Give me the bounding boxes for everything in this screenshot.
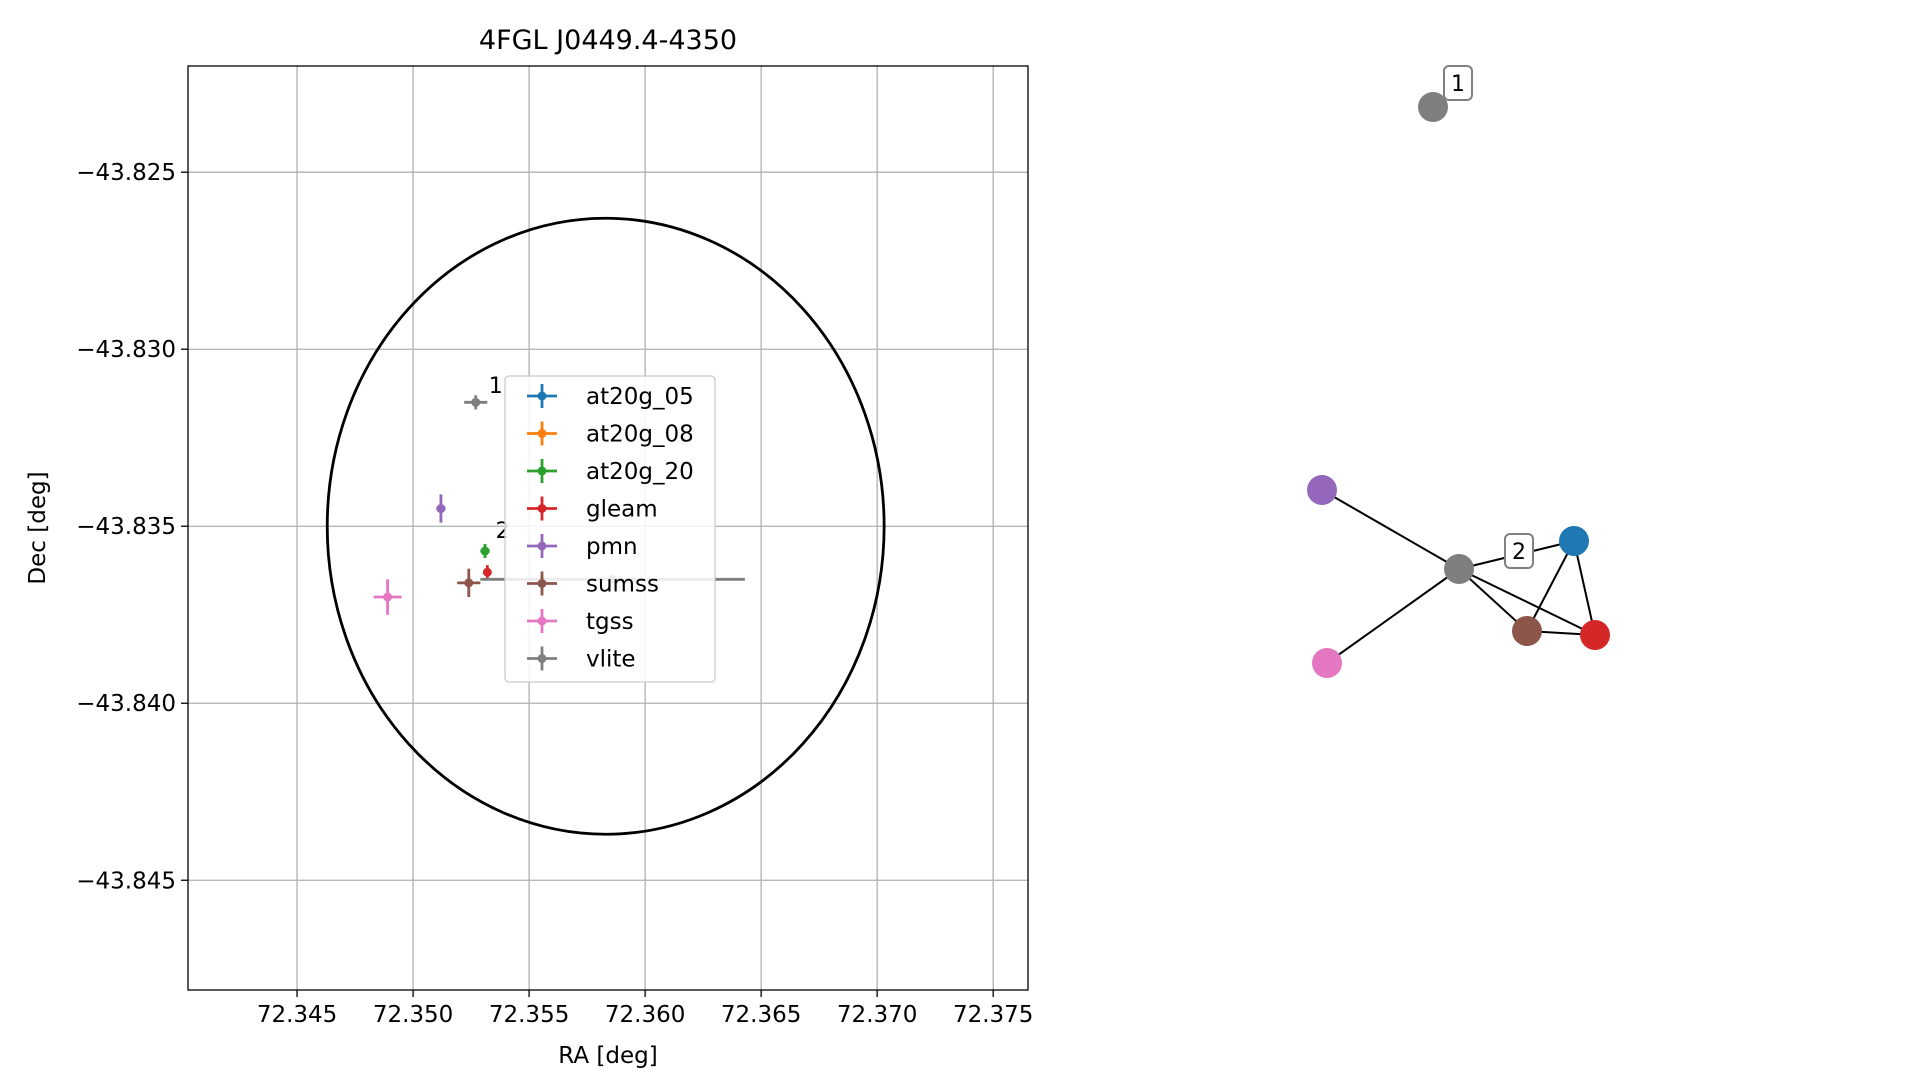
legend-label: pmn — [586, 534, 638, 560]
legend-entry: at20g_08 — [527, 421, 694, 448]
network-node-gleam — [1580, 620, 1610, 650]
x-tick-label: 72.375 — [953, 1002, 1033, 1028]
network-node-pmn — [1307, 475, 1337, 505]
localization-ellipse — [325, 216, 886, 836]
network-edge — [1573, 540, 1596, 636]
y-axis-ticks: −43.825 −43.830 −43.835 −43.840 −43.845 — [76, 160, 188, 894]
sumss-point — [457, 568, 481, 598]
at20g_20-marker — [480, 546, 490, 556]
legend-swatch-marker — [537, 616, 547, 626]
legend-swatch-marker — [537, 391, 547, 401]
network-node-tgss — [1312, 648, 1342, 678]
tgss-point — [373, 579, 402, 615]
localization-ellipse-layer — [325, 216, 886, 836]
x-tick-label: 72.360 — [605, 1002, 685, 1028]
node-label-text: 1 — [1451, 72, 1465, 97]
legend-entry: gleam — [527, 496, 658, 523]
legend-label: gleam — [586, 497, 658, 523]
network-edge — [1326, 568, 1460, 664]
legend-label: at20g_20 — [586, 459, 694, 485]
sumss-marker — [464, 578, 474, 588]
legend-label: at20g_05 — [586, 384, 694, 410]
network-edge — [1458, 568, 1596, 636]
y-axis-label: Dec [deg] — [25, 471, 51, 584]
legend-entry: vlite — [527, 646, 636, 673]
legend-entry: at20g_05 — [527, 384, 694, 410]
x-tick-label: 72.370 — [837, 1002, 917, 1028]
x-tick-label: 72.365 — [721, 1002, 801, 1028]
legend-label: vlite — [586, 647, 636, 673]
node-label-box — [1443, 65, 1473, 101]
legend-box — [504, 375, 716, 683]
legend-swatch-marker — [537, 541, 547, 551]
at20g_20-point — [480, 543, 490, 559]
network-node-sumss — [1512, 616, 1542, 646]
legend-entry: sumss — [527, 571, 659, 598]
legend-label: tgss — [586, 609, 634, 635]
legend-swatch-marker — [537, 579, 547, 588]
x-tick-label: 72.355 — [489, 1002, 569, 1028]
y-tick-label: −43.845 — [76, 868, 176, 894]
legend-label: sumss — [586, 572, 659, 598]
legend-swatch-marker — [537, 466, 547, 476]
network-node-label: 2 — [1504, 533, 1534, 569]
legend-entry: tgss — [527, 609, 634, 635]
network-node-at20g_05 — [1559, 526, 1589, 556]
network-node-labels: 12 — [1443, 65, 1534, 569]
scatter-plot: 12 72.345 72.350 72.355 72.360 72.365 72.370 7… — [25, 25, 1033, 1069]
node-label-box — [1504, 533, 1534, 569]
vlite-marker — [471, 397, 481, 407]
pmn-marker — [436, 504, 446, 514]
network-edge — [1458, 568, 1528, 632]
vlite-point — [464, 395, 488, 410]
y-tick-label: −43.840 — [76, 691, 176, 717]
network-diagram: 12 — [1307, 65, 1610, 678]
legend-label: at20g_08 — [586, 422, 694, 448]
grid — [188, 66, 1028, 990]
network-edge — [1321, 489, 1460, 570]
gleam-marker — [482, 567, 492, 577]
network-edge — [1526, 540, 1575, 632]
gleam-point — [482, 565, 492, 580]
plot-frame — [187, 65, 1029, 991]
legend-swatch-marker — [537, 654, 547, 663]
x-axis-label: RA [deg] — [558, 1043, 657, 1069]
node-label-text: 2 — [1512, 540, 1526, 565]
network-node-n2 — [1444, 554, 1474, 584]
x-tick-label: 72.350 — [373, 1002, 453, 1028]
network-node-n1 — [1418, 92, 1448, 122]
x-axis-ticks: 72.345 72.350 72.355 72.360 72.365 72.370 72.3… — [257, 990, 1033, 1028]
y-tick-label: −43.830 — [76, 337, 176, 363]
legend-swatch-marker — [537, 429, 547, 438]
network-node-label: 1 — [1443, 65, 1473, 101]
point-annotation: 1 — [489, 374, 503, 399]
pmn-point — [436, 494, 446, 523]
legend-entry: pmn — [527, 534, 638, 560]
chart-title: 4FGL J0449.4-4350 — [479, 25, 737, 56]
x-tick-label: 72.345 — [257, 1002, 337, 1028]
legend-entry: at20g_20 — [527, 459, 694, 485]
y-tick-label: −43.825 — [76, 160, 176, 186]
legend-swatch-marker — [537, 504, 547, 513]
network-nodes — [1307, 92, 1610, 678]
y-tick-label: −43.835 — [76, 514, 176, 540]
tgss-marker — [383, 592, 393, 602]
